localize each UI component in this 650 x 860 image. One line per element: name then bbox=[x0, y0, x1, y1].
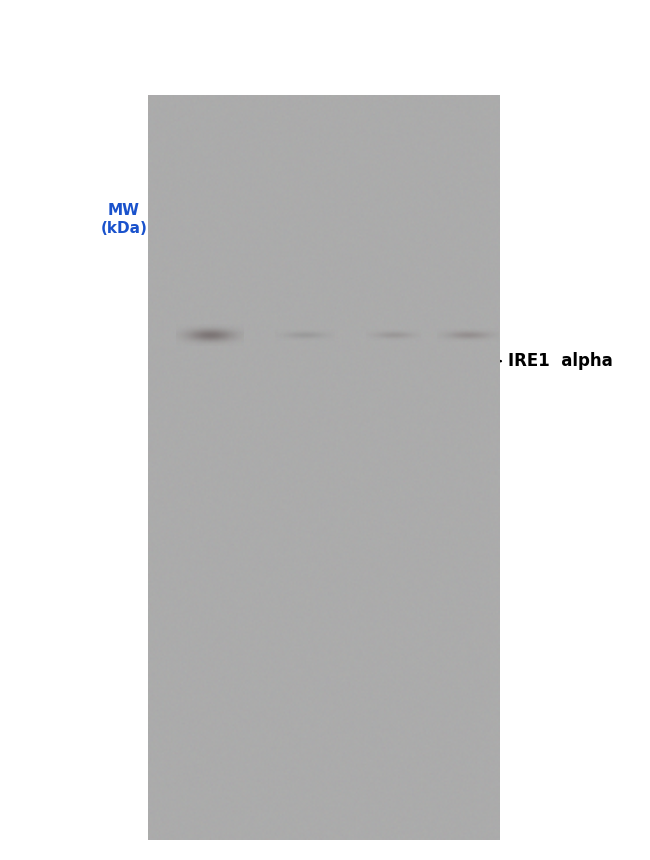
Text: 130: 130 bbox=[148, 350, 179, 365]
Text: IRE1  alpha: IRE1 alpha bbox=[508, 352, 612, 370]
Text: 55: 55 bbox=[159, 565, 179, 580]
Text: 100: 100 bbox=[148, 419, 179, 434]
Text: 170: 170 bbox=[148, 269, 179, 284]
Text: HepG2: HepG2 bbox=[444, 125, 491, 173]
Text: 40: 40 bbox=[159, 638, 179, 654]
Text: MW
(kDa): MW (kDa) bbox=[101, 203, 148, 236]
Text: 70: 70 bbox=[159, 501, 179, 517]
Text: HeLa: HeLa bbox=[380, 134, 418, 173]
Text: 293T: 293T bbox=[230, 135, 268, 173]
Text: A431: A431 bbox=[306, 134, 344, 173]
